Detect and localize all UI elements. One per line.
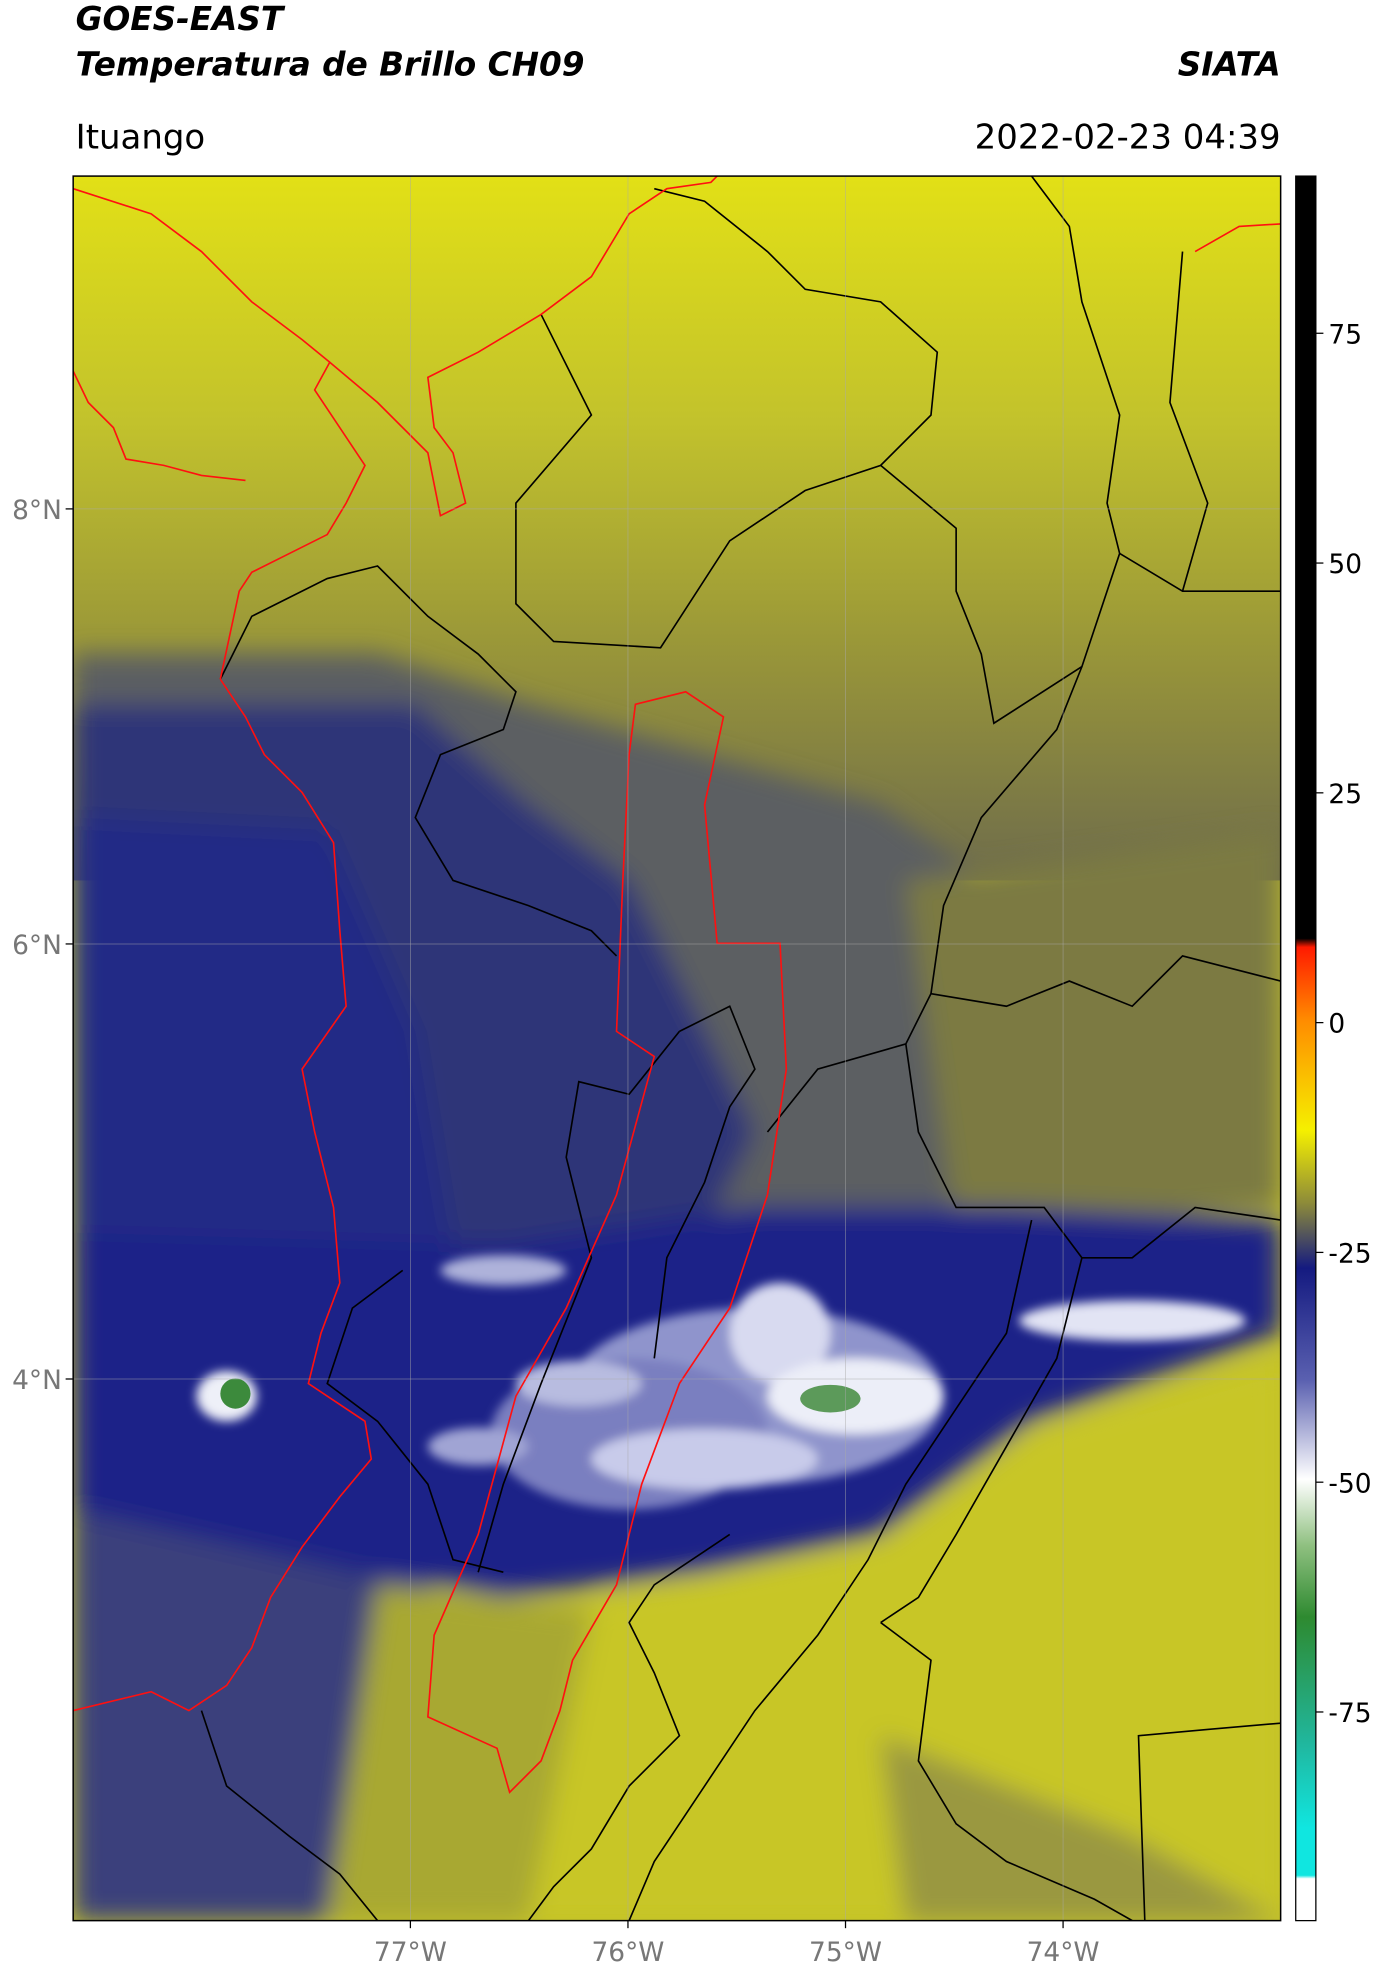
colorbar-tick-label: -50 (1328, 1468, 1371, 1499)
y-tick-label: 4°N (12, 1365, 62, 1396)
source: SIATA (1178, 45, 1281, 83)
colorbar-tick-label: 75 (1328, 319, 1362, 350)
title: Temperatura de Brillo CH09 (76, 45, 585, 83)
y-tick-label: 8°N (12, 495, 62, 526)
colorbar-tick-label: -25 (1328, 1238, 1371, 1269)
satellite-image (73, 176, 1281, 1921)
map-frame (72, 175, 1282, 1922)
x-tick-label: 74°W (1027, 1937, 1100, 1968)
colorbar (1295, 175, 1317, 1922)
y-tick-label: 6°N (12, 930, 62, 961)
title: GOES-EAST (76, 0, 286, 38)
colorbar-tick-label: -75 (1328, 1698, 1371, 1729)
colorbar-tick-label: 50 (1328, 549, 1362, 580)
datetime: 2022-02-23 04:39 (975, 117, 1281, 157)
x-tick-label: 76°W (591, 1937, 664, 1968)
x-tick-label: 77°W (374, 1937, 447, 1968)
location: Ituango (76, 117, 206, 157)
x-tick-label: 75°W (809, 1937, 882, 1968)
colorbar-tick-label: 25 (1328, 779, 1362, 810)
colorbar-tick-label: 0 (1328, 1009, 1345, 1040)
